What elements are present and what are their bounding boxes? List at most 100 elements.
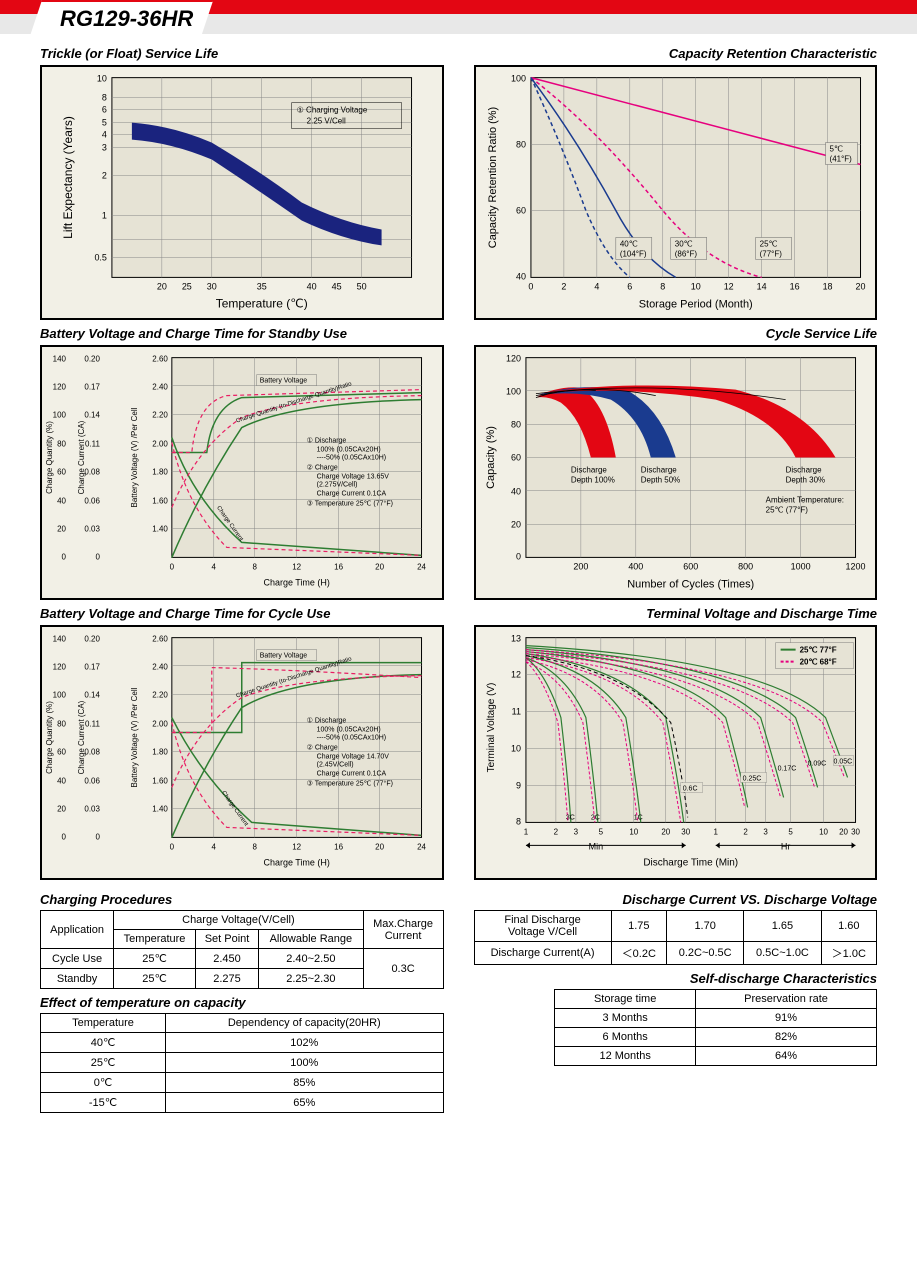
chart2-section: Capacity Retention Characteristic 100806…	[474, 46, 878, 320]
svg-text:Storage Period (Month): Storage Period (Month)	[638, 298, 752, 310]
svg-text:1C: 1C	[633, 814, 642, 821]
svg-text:2.00: 2.00	[152, 720, 168, 729]
svg-text:Charge Voltage 13.65V: Charge Voltage 13.65V	[317, 473, 390, 480]
table1: Application Charge Voltage(V/Cell) Max.C…	[40, 910, 444, 989]
svg-text:10: 10	[629, 827, 638, 836]
chart1-title: Trickle (or Float) Service Life	[40, 46, 444, 61]
svg-text:0.6C: 0.6C	[682, 785, 697, 792]
svg-text:40: 40	[515, 271, 525, 281]
svg-text:② Charge: ② Charge	[307, 744, 338, 752]
svg-text:5℃: 5℃	[829, 145, 842, 154]
svg-text:40: 40	[510, 486, 520, 496]
svg-text:18: 18	[822, 281, 832, 291]
svg-text:50: 50	[357, 281, 367, 291]
svg-text:40: 40	[57, 496, 66, 505]
svg-text:6: 6	[102, 105, 107, 115]
svg-text:Charge Current 0.1CA: Charge Current 0.1CA	[317, 490, 387, 497]
svg-text:0.08: 0.08	[84, 467, 100, 476]
table3-title: Effect of temperature on capacity	[40, 995, 444, 1010]
svg-text:Number of Cycles (Times): Number of Cycles (Times)	[627, 578, 754, 590]
chart3-title: Battery Voltage and Charge Time for Stan…	[40, 326, 444, 341]
svg-text:1.80: 1.80	[152, 467, 168, 476]
svg-text:11: 11	[511, 707, 520, 717]
svg-text:8: 8	[253, 842, 258, 851]
svg-text:Battery Voltage (V) /Per Cell: Battery Voltage (V) /Per Cell	[130, 687, 139, 787]
svg-text:1.80: 1.80	[152, 747, 168, 756]
svg-text:120: 120	[53, 383, 67, 392]
svg-text:8: 8	[660, 281, 665, 291]
svg-text:(86°F): (86°F)	[674, 249, 697, 258]
chart3-box: 140120100806040200 0.200.170.140.110.080…	[40, 345, 444, 600]
svg-text:0.09C: 0.09C	[807, 760, 826, 767]
svg-text:0.17: 0.17	[84, 663, 100, 672]
svg-text:(77°F): (77°F)	[759, 249, 782, 258]
table2: Final Discharge Voltage V/Cell 1.75 1.70…	[474, 910, 878, 965]
chart1-ylabel: Lift Expectancy (Years)	[61, 116, 75, 239]
svg-text:120: 120	[53, 663, 67, 672]
table-row: 25℃100%	[41, 1053, 444, 1073]
svg-text:(2.45V/Cell): (2.45V/Cell)	[317, 761, 354, 768]
svg-text:100% (0.05CAx20H): 100% (0.05CAx20H)	[317, 447, 381, 454]
svg-text:120: 120	[505, 354, 520, 364]
table1-h-temp: Temperature	[114, 930, 196, 949]
svg-text:10: 10	[819, 827, 828, 836]
chart2-box: 100806040 02468101214161820 Storage Peri…	[474, 65, 878, 320]
svg-text:3: 3	[763, 827, 768, 836]
svg-text:60: 60	[57, 747, 66, 756]
svg-text:Charge Time (H): Charge Time (H)	[264, 577, 330, 587]
svg-text:0.14: 0.14	[84, 691, 100, 700]
chart1-svg: 1086543210.5 20253035404550 Temperature …	[42, 67, 442, 318]
svg-text:Charge Time (H): Charge Time (H)	[264, 857, 330, 867]
svg-text:Charge Voltage 14.70V: Charge Voltage 14.70V	[317, 753, 390, 760]
svg-text:2: 2	[553, 827, 558, 836]
svg-text:0.20: 0.20	[84, 355, 100, 364]
svg-text:16: 16	[334, 562, 343, 571]
svg-text:0.11: 0.11	[85, 720, 101, 729]
svg-text:20: 20	[375, 562, 384, 571]
chart4-section: Cycle Service Life 12010	[474, 326, 878, 600]
svg-text:③ Temperature 25℃ (77°F): ③ Temperature 25℃ (77°F)	[307, 779, 393, 787]
svg-text:1000: 1000	[790, 561, 810, 571]
svg-text:140: 140	[53, 635, 67, 644]
svg-text:Capacity Retention Ratio (%): Capacity Retention Ratio (%)	[486, 107, 498, 248]
svg-text:1.40: 1.40	[152, 524, 168, 533]
svg-text:14: 14	[756, 281, 766, 291]
svg-text:0: 0	[95, 552, 100, 561]
svg-text:1: 1	[523, 827, 528, 836]
tables-right: Discharge Current VS. Discharge Voltage …	[474, 886, 878, 1113]
svg-text:100% (0.05CAx20H): 100% (0.05CAx20H)	[317, 727, 381, 734]
svg-text:0: 0	[62, 552, 67, 561]
svg-text:0.05C: 0.05C	[833, 758, 852, 765]
chart5-svg: 140120100806040200 0.200.170.140.110.080…	[42, 627, 442, 878]
svg-text:0.17: 0.17	[84, 383, 100, 392]
chart1-box: 1086543210.5 20253035404550 Temperature …	[40, 65, 444, 320]
svg-text:30℃: 30℃	[674, 239, 692, 248]
svg-text:9: 9	[515, 780, 520, 790]
svg-text:1.60: 1.60	[152, 496, 168, 505]
svg-text:2.40: 2.40	[152, 663, 168, 672]
svg-text:2.25 V/Cell: 2.25 V/Cell	[307, 117, 346, 126]
chart5-title: Battery Voltage and Charge Time for Cycl…	[40, 606, 444, 621]
svg-text:0.11: 0.11	[85, 440, 101, 449]
svg-text:140: 140	[53, 355, 67, 364]
svg-text:40: 40	[57, 776, 66, 785]
svg-text:30: 30	[681, 827, 690, 836]
svg-text:0: 0	[170, 562, 175, 571]
svg-text:800: 800	[738, 561, 753, 571]
content-grid: Trickle (or Float) Service Life	[0, 36, 917, 1123]
svg-text:60: 60	[515, 205, 525, 215]
svg-text:25℃ 77°F: 25℃ 77°F	[799, 646, 836, 655]
svg-text:5: 5	[788, 827, 793, 836]
svg-text:① Discharge: ① Discharge	[307, 437, 347, 445]
svg-text:25: 25	[182, 281, 192, 291]
svg-text:3C: 3C	[565, 814, 574, 821]
svg-text:① Charging Voltage: ① Charging Voltage	[297, 106, 368, 115]
chart6-title: Terminal Voltage and Discharge Time	[474, 606, 878, 621]
svg-text:(104°F): (104°F)	[619, 249, 646, 258]
table1-h-range: Allowable Range	[259, 930, 364, 949]
svg-text:25℃ (77°F): 25℃ (77°F)	[765, 505, 808, 514]
svg-text:1: 1	[102, 210, 107, 220]
svg-text:80: 80	[57, 720, 66, 729]
svg-text:16: 16	[789, 281, 799, 291]
svg-text:Discharge: Discharge	[570, 466, 607, 475]
